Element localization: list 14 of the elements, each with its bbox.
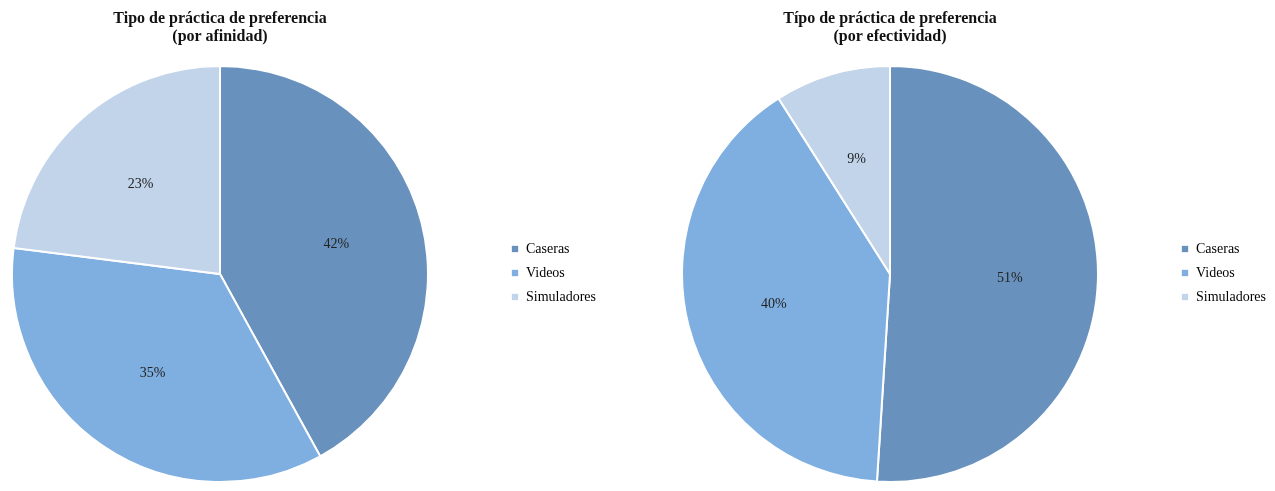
chart-title: Típo de práctica de preferencia (por efectividad) [783, 9, 997, 45]
data-label: 9% [847, 150, 867, 166]
data-label: 51% [997, 269, 1024, 285]
legend-label: Videos [1196, 265, 1235, 280]
data-label: 23% [127, 175, 154, 191]
legend-label: Caseras [526, 241, 570, 256]
data-label: 35% [139, 365, 166, 381]
data-label: 40% [760, 295, 787, 311]
legend-label: Simuladores [1196, 289, 1266, 304]
legend-label: Videos [526, 265, 565, 280]
data-label: 42% [323, 236, 350, 252]
legend-label: Simuladores [526, 289, 596, 304]
legend-label: Caseras [1196, 241, 1240, 256]
chart-title: Tipo de práctica de preferencia (por afinidad) [113, 9, 327, 45]
